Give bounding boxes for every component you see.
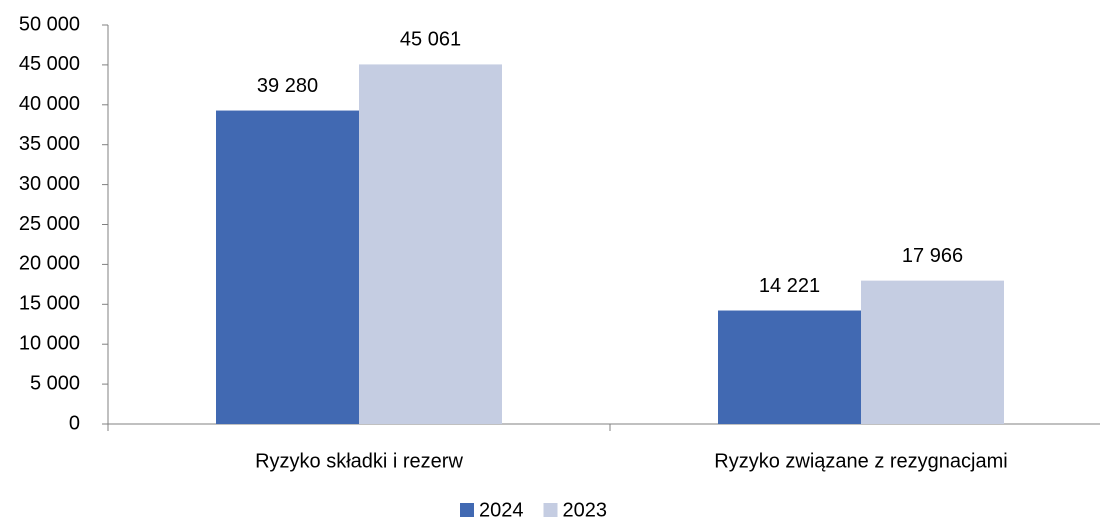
data-label: 14 221 (759, 275, 820, 297)
y-tick-label: 25 000 (19, 213, 80, 235)
data-label: 17 966 (902, 245, 963, 267)
y-tick-label: 50 000 (19, 13, 80, 35)
y-tick-label: 5 000 (30, 372, 80, 394)
bar (216, 110, 359, 425)
y-tick-label: 20 000 (19, 253, 80, 275)
y-tick-label: 30 000 (19, 173, 80, 195)
legend-label: 2024 (479, 499, 524, 521)
legend-swatch (543, 503, 558, 517)
y-tick-label: 10 000 (19, 332, 80, 354)
bar (861, 280, 1004, 424)
data-label: 45 061 (400, 29, 461, 51)
legend-swatch (460, 503, 474, 517)
y-tick-label: 35 000 (19, 133, 80, 155)
x-tick-label: Ryzyko związane z rezygnacjami (714, 450, 1007, 472)
data-label: 39 280 (257, 75, 318, 97)
y-tick-label: 45 000 (19, 53, 80, 75)
bar (718, 310, 861, 424)
y-tick-label: 0 (69, 412, 80, 434)
legend-label: 2023 (563, 499, 608, 521)
y-tick-label: 15 000 (19, 293, 80, 315)
bar (359, 64, 502, 425)
y-tick-label: 40 000 (19, 93, 80, 115)
x-tick-label: Ryzyko składki i rezerw (255, 450, 463, 472)
